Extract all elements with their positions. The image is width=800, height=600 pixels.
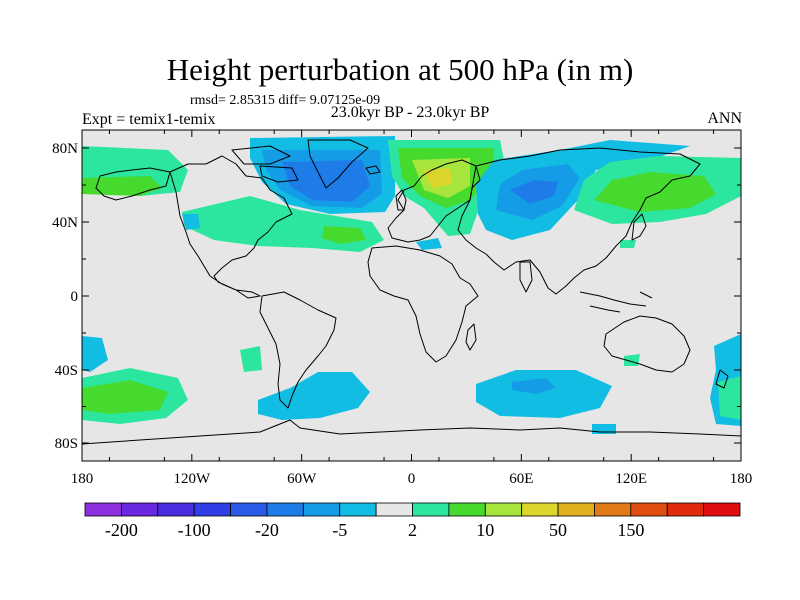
colorbar-label: 150 (617, 520, 644, 540)
experiment-label: Expt = temix1-temix (82, 111, 216, 128)
colorbar-box (157, 502, 195, 517)
coastline-new-zealand (715, 369, 729, 389)
latitude-axis: 80N 40N 0 40S 80S (52, 141, 741, 452)
lat-tick-label: 80N (52, 141, 78, 157)
colorbar-box (230, 502, 268, 517)
lon-tick-label: 60W (287, 471, 317, 487)
coastlines (82, 139, 741, 445)
coastline-india (519, 261, 533, 293)
lat-tick-label: 0 (71, 289, 79, 305)
lon-tick-label: 180 (71, 471, 94, 487)
coastline-iceland (365, 165, 381, 175)
coastline-arctic-islands (231, 145, 299, 183)
coastline-greenland (307, 139, 369, 189)
colorbar-box (84, 502, 122, 517)
lon-tick-label: 0 (408, 471, 416, 487)
contour-europe-positive-core (424, 168, 452, 188)
lon-tick-label: 120W (173, 471, 211, 487)
contour-sh-south-atlantic-negative (258, 372, 370, 420)
lat-tick-label: 40N (52, 215, 78, 231)
lon-tick-label: 120E (615, 471, 647, 487)
colorbar-box (521, 502, 559, 517)
colorbar-box (193, 502, 231, 517)
contour-na-coast-negative (182, 214, 200, 230)
lon-tick-label: 60E (509, 471, 533, 487)
coastline-uk (395, 189, 407, 211)
contour-med-negative (416, 238, 442, 250)
contour-wpac-positive (620, 240, 636, 248)
colorbar-labels: -200 -100 -20 -5 2 10 50 150 (105, 520, 644, 540)
contour-na-negative-inner (282, 160, 370, 202)
colorbar-box (630, 502, 668, 517)
contour-atlantic-positive-inner (322, 226, 366, 244)
colorbar-box (594, 502, 632, 517)
coastline-madagascar (465, 323, 477, 351)
colorbar-box (484, 502, 523, 517)
coastline-asia (457, 147, 701, 295)
season-label: ANN (707, 110, 742, 127)
contour-asia-positive-inner (594, 172, 716, 212)
chart-title: Height perturbation at 500 hPa (in m) (166, 52, 634, 87)
colorbar-label: 10 (476, 520, 494, 540)
coastline-south-america (259, 291, 337, 409)
colorbar-box (448, 502, 486, 517)
colorbar-box (120, 502, 159, 517)
colorbar-box (302, 502, 341, 517)
contour-sh-chile-positive (240, 346, 262, 372)
contour-sh-east-pacific-positive (718, 376, 741, 420)
colorbar-box (375, 502, 413, 517)
colorbar-box (266, 502, 304, 517)
lat-tick-label: 40S (55, 363, 78, 379)
colorbar-boxes (84, 502, 741, 517)
contour-sh-indian-negative (476, 370, 612, 418)
colorbar-label: -200 (105, 520, 138, 540)
lat-tick-label: 80S (55, 436, 78, 452)
colorbar-label: -100 (178, 520, 211, 540)
contour-siberia-negative-inner (510, 180, 558, 204)
contour-sh-west-pacific-negative (82, 336, 108, 372)
lon-tick-label: 180 (730, 471, 753, 487)
coastline-europe (387, 159, 481, 243)
coastline-antarctica (82, 419, 741, 445)
coastline-japan (631, 213, 647, 241)
stats-label: rmsd= 2.85315 diff= 9.07125e-09 (190, 93, 381, 108)
longitude-axis: 180 120W 60W 0 60E 120E 180 (71, 130, 753, 487)
coastline-indonesia (579, 291, 653, 313)
contour-sh-south-pacific-positive-inner (82, 380, 168, 414)
colorbar-label: 2 (408, 520, 417, 540)
colorbar-box (666, 502, 705, 517)
colorbar-box (703, 502, 741, 517)
period-label: 23.0kyr BP - 23.0kyr BP (330, 104, 490, 121)
coastline-north-america (169, 155, 293, 299)
contour-pacific-positive-inner (82, 176, 162, 196)
coastline-africa (367, 245, 479, 363)
colorbar-box (557, 502, 595, 517)
contour-sh-indian-negative-inner (512, 378, 556, 394)
colorbar-label: -20 (255, 520, 279, 540)
colorbar-label: 50 (549, 520, 567, 540)
colorbar-label: -5 (332, 520, 347, 540)
coastline-alaska (95, 167, 171, 201)
coastline-australia (603, 315, 691, 373)
colorbar-box (412, 502, 450, 517)
colorbar-box (339, 502, 377, 517)
